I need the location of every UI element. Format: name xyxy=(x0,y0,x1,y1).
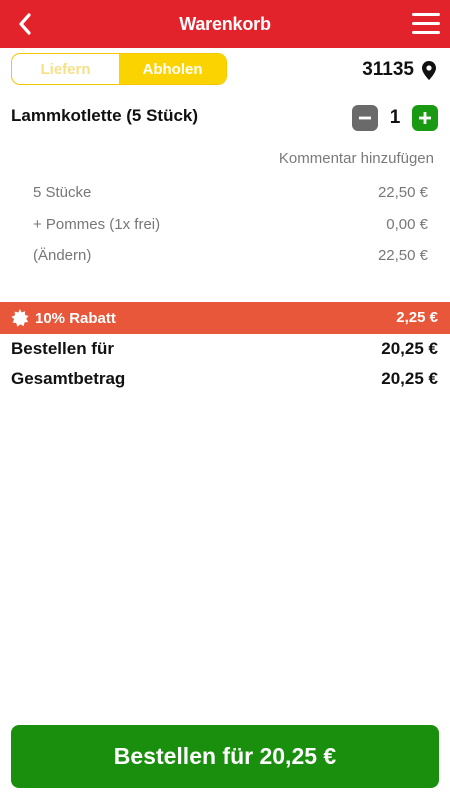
detail-label: + Pommes (1x frei) xyxy=(33,215,161,233)
add-comment-link[interactable]: Kommentar hinzufügen xyxy=(278,150,434,167)
map-pin-icon xyxy=(422,60,436,80)
detail-price: 0,00 € xyxy=(386,215,428,233)
discount-label: 10% Rabatt xyxy=(35,309,116,327)
order-for-label: Bestellen für xyxy=(11,339,114,358)
place-order-button[interactable]: Bestellen für 20,25 € xyxy=(11,725,439,788)
order-for-value: 20,25 € xyxy=(381,339,438,358)
grand-total-label: Gesamtbetrag xyxy=(11,369,126,388)
app-header: Warenkorb xyxy=(0,0,450,48)
chevron-left-icon xyxy=(19,13,31,35)
order-for-row: Bestellen für 20,25 € xyxy=(11,337,438,361)
plus-icon xyxy=(419,112,431,124)
postal-code: 31135 xyxy=(362,59,414,80)
grand-total-value: 20,25 € xyxy=(381,369,438,388)
page-title: Warenkorb xyxy=(179,14,271,34)
postal-code-selector[interactable]: 31135 xyxy=(362,56,436,84)
decrease-quantity-button[interactable] xyxy=(352,105,378,131)
detail-row: 5 Stücke 22,50 € xyxy=(33,180,428,204)
cart-item-name: Lammkotlette (5 Stück) xyxy=(11,106,199,125)
quantity-value: 1 xyxy=(389,107,401,128)
badge-icon xyxy=(11,309,29,327)
detail-price: 22,50 € xyxy=(377,183,428,201)
discount-amount: 2,25 € xyxy=(396,309,438,326)
back-button[interactable] xyxy=(10,9,40,39)
minus-icon xyxy=(359,116,371,120)
discount-banner: 10% Rabatt 2,25 € xyxy=(0,302,450,334)
hamburger-menu-icon[interactable] xyxy=(410,10,442,38)
delivery-option-liefern[interactable]: Liefern xyxy=(40,60,91,78)
detail-row: (Ändern) 22,50 € xyxy=(33,243,428,267)
detail-label: 5 Stücke xyxy=(33,183,92,201)
grand-total-row: Gesamtbetrag 20,25 € xyxy=(11,367,438,391)
increase-quantity-button[interactable] xyxy=(412,105,438,131)
delivery-option-abholen[interactable]: Abholen xyxy=(119,54,226,84)
delivery-mode-toggle: Liefern Abholen xyxy=(11,53,227,85)
quantity-stepper: 1 xyxy=(352,105,438,131)
detail-price: 22,50 € xyxy=(377,246,428,264)
edit-option-link[interactable]: (Ändern) xyxy=(33,246,92,264)
detail-row: + Pommes (1x frei) 0,00 € xyxy=(33,212,428,236)
